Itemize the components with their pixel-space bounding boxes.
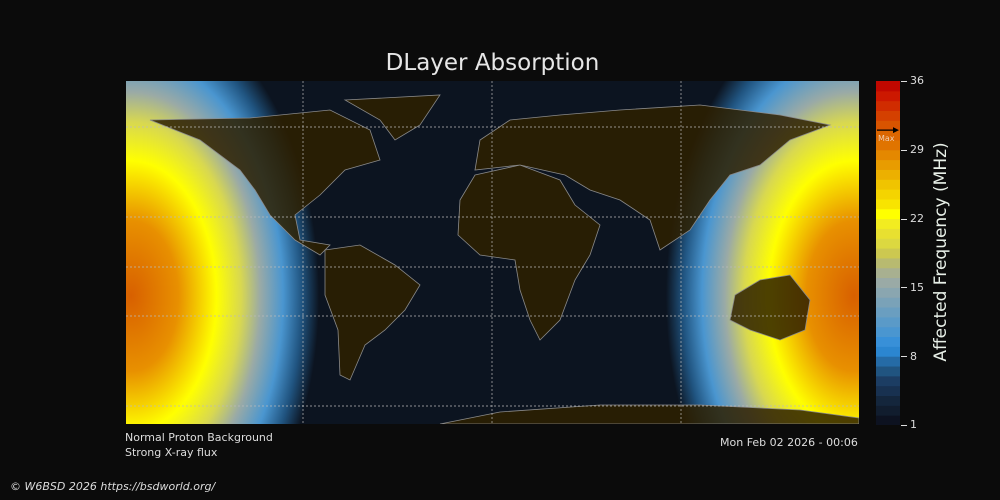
- colorbar-segment: [876, 356, 900, 367]
- colorbar-label: Affected Frequency (MHz): [931, 142, 951, 362]
- colorbar-segment: [876, 267, 900, 279]
- colorbar-tick-mark: [901, 218, 907, 220]
- max-marker: Max: [877, 127, 899, 143]
- colorbar-tick: 1: [910, 418, 917, 431]
- colorbar-segment: [876, 326, 900, 338]
- australia: [729, 274, 811, 341]
- colorbar-tick: 15: [910, 281, 924, 294]
- colorbar-segment: [876, 287, 900, 298]
- colorbar-segment: [876, 366, 900, 377]
- antarctica: [439, 404, 859, 424]
- graticule: [126, 81, 859, 424]
- colorbar-segment: [876, 277, 900, 288]
- north-america: [149, 109, 381, 256]
- colorbar-tick: 29: [910, 143, 924, 156]
- africa: [457, 164, 601, 341]
- eurasia: [474, 104, 832, 251]
- colorbar-tick-mark: [901, 149, 907, 151]
- colorbar-segment: [876, 189, 900, 200]
- colorbar-segment: [876, 228, 900, 239]
- colorbar-tick-mark: [901, 287, 907, 289]
- colorbar-segment: [876, 346, 900, 357]
- colorbar-segment: [876, 169, 900, 180]
- colorbar-segment: [876, 130, 900, 141]
- colorbar-segment: [876, 159, 900, 170]
- colorbar-segment: [876, 297, 900, 308]
- colorbar-segment: [876, 198, 900, 210]
- colorbar-segment: [876, 90, 900, 102]
- colorbar-segment: [876, 316, 900, 328]
- colorbar-segment: [876, 415, 900, 425]
- south-america: [324, 244, 421, 381]
- colorbar-segment: [876, 120, 900, 131]
- colorbar-segment: [876, 208, 900, 220]
- colorbar-tick: 22: [910, 212, 924, 225]
- colorbar-segment: [876, 385, 900, 397]
- colorbar-segment: [876, 179, 900, 190]
- colorbar-tick: 36: [910, 74, 924, 87]
- map-title: DLayer Absorption: [385, 50, 600, 76]
- world-map: [126, 81, 859, 424]
- credit: © W6BSD 2026 https://bsdworld.org/: [10, 480, 216, 493]
- colorbar-segment: [876, 218, 900, 229]
- colorbar-segment: [876, 336, 900, 347]
- colorbar-tick-mark: [901, 425, 907, 426]
- greenland: [343, 94, 441, 141]
- colorbar-segment: [876, 307, 900, 318]
- timestamp: Mon Feb 02 2026 - 00:06: [720, 436, 858, 449]
- proton-status: Normal Proton Background: [125, 431, 273, 444]
- colorbar-segment: [876, 81, 900, 92]
- colorbar-segment: [876, 149, 900, 161]
- colorbar-segment: [876, 139, 900, 151]
- colorbar-segment: [876, 100, 900, 111]
- max-marker-label: Max: [878, 134, 895, 143]
- colorbar-segment: [876, 248, 900, 259]
- colorbar-segment: [876, 405, 900, 416]
- colorbar-segment: [876, 238, 900, 249]
- colorbar: Max: [876, 81, 900, 425]
- colorbar-segment: [876, 110, 900, 121]
- colorbar-tick: 8: [910, 350, 917, 363]
- colorbar-tick-mark: [901, 356, 907, 358]
- colorbar-segment: [876, 257, 900, 269]
- xray-status: Strong X-ray flux: [125, 446, 218, 459]
- colorbar-tick-mark: [901, 81, 907, 82]
- colorbar-segment: [876, 395, 900, 406]
- colorbar-segment: [876, 375, 900, 387]
